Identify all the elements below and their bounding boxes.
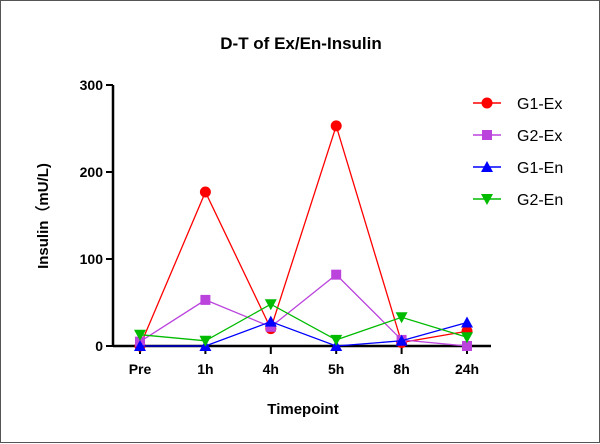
data-point <box>134 340 146 351</box>
x-tick-label: Pre <box>129 361 152 377</box>
data-point <box>330 334 343 346</box>
data-point <box>461 332 473 344</box>
x-axis-label: Timepoint <box>267 401 338 418</box>
series-line <box>139 123 468 347</box>
data-point <box>330 120 342 132</box>
x-tick-label: 4h <box>263 361 279 377</box>
series-line <box>139 303 468 342</box>
chart-title: D-T of Ex/En-Insulin <box>220 34 382 53</box>
data-point <box>264 299 277 311</box>
series-G1-Ex <box>134 120 473 352</box>
data-point <box>199 186 211 198</box>
data-point <box>264 315 277 327</box>
y-tick-label: 0 <box>95 338 103 354</box>
data-point <box>134 329 146 341</box>
legend-item: G2-Ex <box>473 128 562 145</box>
data-point <box>200 294 211 305</box>
legend-label: G2-En <box>517 192 563 209</box>
data-point <box>199 335 212 347</box>
x-tick-label: 24h <box>455 361 479 377</box>
legend-marker <box>481 194 493 205</box>
legend-marker <box>481 97 493 109</box>
data-point <box>331 269 342 280</box>
legend-item: G1-Ex <box>473 96 562 113</box>
data-point <box>462 341 472 351</box>
y-tick-label: 200 <box>80 164 104 180</box>
legend-marker <box>482 130 492 140</box>
x-tick-label: 5h <box>328 361 344 377</box>
legend-marker <box>481 161 493 172</box>
legend-item: G1-En <box>473 160 563 177</box>
legend-label: G1-En <box>517 160 563 177</box>
legend-label: G1-Ex <box>517 96 562 113</box>
data-point <box>265 321 276 332</box>
x-tick-label: 1h <box>197 361 213 377</box>
legend-item: G2-En <box>473 192 563 209</box>
series-G2-En <box>134 299 473 347</box>
y-axis-label: Insulin（mU/L) <box>34 163 52 269</box>
y-tick-label: 100 <box>80 251 104 267</box>
legend-label: G2-Ex <box>517 128 562 145</box>
series-line <box>140 320 468 347</box>
y-tick-label: 300 <box>80 77 104 93</box>
data-point <box>395 334 408 346</box>
series-G1-En <box>134 315 473 351</box>
series-line <box>139 273 468 347</box>
x-tick-label: 8h <box>393 361 409 377</box>
data-point <box>461 316 473 328</box>
data-point <box>395 312 408 324</box>
